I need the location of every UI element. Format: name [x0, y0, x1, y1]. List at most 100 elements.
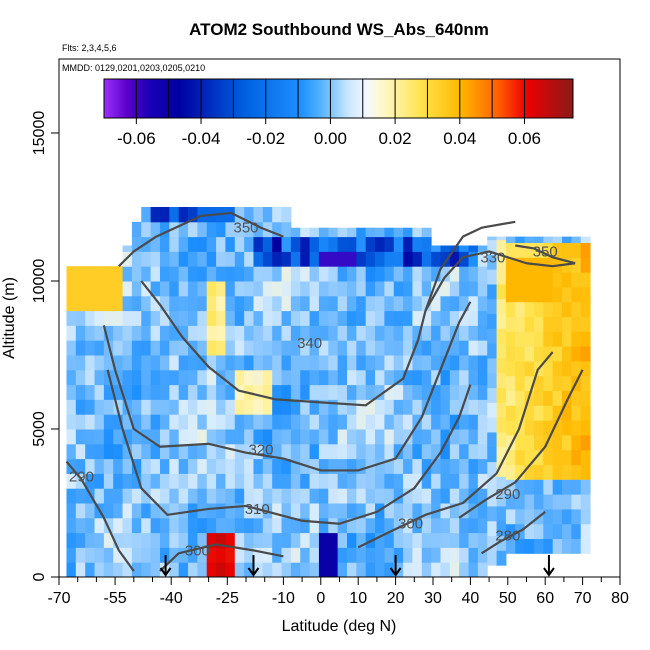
heatmap-cell — [365, 547, 376, 563]
heatmap-cell — [477, 340, 488, 356]
heatmap-cell — [533, 301, 544, 318]
heatmap-cell — [159, 532, 170, 548]
heatmap-cell — [580, 257, 591, 273]
heatmap-cell — [216, 281, 226, 297]
heatmap-cell — [375, 532, 385, 548]
y-tick-label: 15000 — [31, 111, 48, 156]
heatmap-cell — [365, 369, 376, 386]
heatmap-cell — [66, 429, 77, 445]
heatmap-cell — [580, 360, 591, 377]
heatmap-cell — [552, 538, 563, 554]
heatmap-cell — [384, 429, 395, 445]
heatmap-cell — [524, 375, 535, 392]
heatmap-cell — [393, 310, 404, 326]
heatmap-cell — [356, 399, 367, 415]
heatmap-cell — [178, 458, 189, 474]
heatmap-cell — [122, 266, 133, 282]
heatmap-cell — [131, 488, 142, 504]
heatmap-cell — [234, 503, 245, 519]
heatmap-cell — [131, 458, 142, 474]
heatmap-cell — [346, 532, 357, 548]
x-tick-label: 80 — [611, 590, 629, 607]
heatmap-cell — [244, 414, 254, 430]
heatmap-cell — [169, 517, 180, 534]
heatmap-cell — [262, 488, 273, 504]
heatmap-cell — [459, 458, 470, 474]
heatmap-cell — [533, 375, 544, 392]
heatmap-cell — [131, 399, 142, 415]
x-tick-label: 10 — [349, 590, 367, 607]
heatmap-cell — [178, 251, 189, 267]
heatmap-cell — [421, 340, 432, 356]
heatmap-cell — [188, 443, 198, 460]
heatmap-cell — [431, 414, 441, 430]
heatmap-cell — [552, 236, 563, 244]
heatmap-cell — [150, 340, 161, 356]
heatmap-cell — [496, 313, 507, 329]
heatmap-cell — [244, 488, 254, 504]
heatmap-cell — [365, 295, 376, 312]
heatmap-cell — [356, 532, 367, 548]
heatmap-cell — [244, 399, 254, 415]
heatmap-cell — [562, 242, 572, 258]
heatmap-cell — [94, 488, 105, 504]
heatmap-cell — [309, 562, 320, 577]
heatmap-cell — [272, 310, 283, 326]
heatmap-cell — [216, 458, 226, 474]
heatmap-cell — [412, 281, 423, 297]
heatmap-cell — [234, 295, 245, 312]
heatmap-cell — [103, 503, 114, 519]
heatmap-cell — [244, 532, 254, 548]
heatmap-cell — [75, 325, 86, 341]
contour-line — [424, 250, 576, 312]
heatmap-cell — [318, 443, 329, 460]
heatmap-cell — [524, 434, 535, 451]
heatmap-cell — [103, 562, 114, 577]
heatmap-cell — [318, 310, 329, 326]
heatmap-cell — [150, 281, 161, 297]
heatmap-cell — [543, 301, 554, 318]
heatmap-cell — [290, 414, 301, 430]
heatmap-cell — [281, 562, 292, 577]
heatmap-cell — [103, 488, 114, 504]
x-axis: -70 -55 -40 -25 -10 0 10 20 30 40 50 60 70 80 — [47, 577, 629, 607]
heatmap-cell — [197, 340, 208, 356]
heatmap-cell — [477, 488, 488, 504]
heatmap-cell — [440, 503, 451, 519]
heatmap-cell — [169, 266, 180, 282]
x-tick-label: -55 — [104, 590, 127, 607]
heatmap-cell — [346, 443, 357, 460]
heatmap-cell — [365, 429, 376, 445]
heatmap-cell — [505, 286, 516, 303]
heatmap-cell — [393, 503, 404, 519]
heatmap-cell — [524, 346, 535, 362]
heatmap-cell — [178, 355, 189, 371]
heatmap-cell — [468, 429, 479, 445]
heatmap-cell — [328, 562, 339, 577]
heatmap-cell — [66, 295, 77, 312]
heatmap-cell — [122, 355, 133, 371]
heatmap-cell — [131, 473, 142, 489]
heatmap-cell — [103, 473, 114, 489]
heatmap-cell — [337, 399, 348, 415]
heatmap-cell — [178, 517, 189, 534]
heatmap-cell — [487, 491, 498, 507]
heatmap-cell — [234, 384, 245, 400]
heatmap-cell — [103, 458, 114, 474]
heatmap-cell — [272, 355, 283, 371]
heatmap-cell — [421, 236, 432, 252]
heatmap-cell — [384, 281, 395, 297]
heatmap-cell — [533, 494, 544, 510]
heatmap-cell — [449, 251, 460, 267]
heatmap-cell — [393, 443, 404, 460]
heatmap-cell — [262, 384, 273, 400]
heatmap-cell — [403, 340, 413, 356]
heatmap-cell — [281, 414, 292, 430]
heatmap-cell — [421, 443, 432, 460]
heatmap-cell — [197, 562, 208, 577]
heatmap-cell — [253, 517, 264, 534]
heatmap-cell — [113, 414, 124, 430]
heatmap-cell — [375, 227, 385, 238]
heatmap-cell — [496, 239, 507, 255]
heatmap-cell — [141, 414, 152, 430]
